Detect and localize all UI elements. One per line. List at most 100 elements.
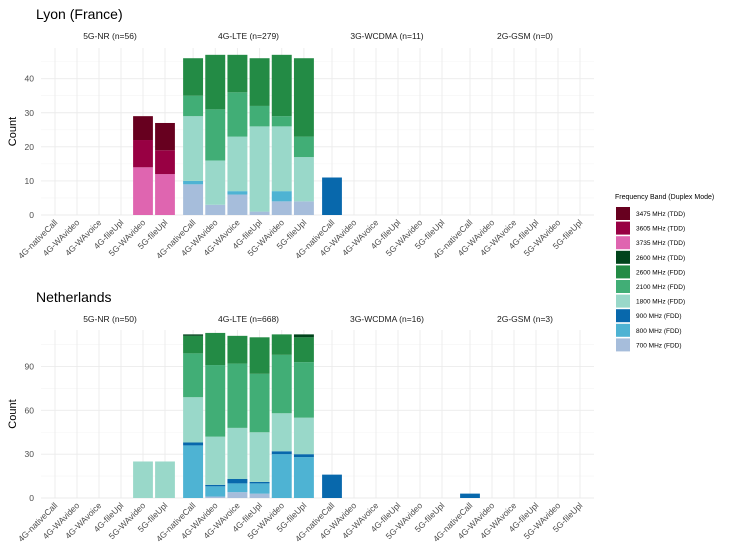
bar-segment	[227, 363, 248, 428]
bar-segment	[293, 136, 314, 158]
bar-segment	[205, 486, 226, 497]
y-tick-label: 90	[25, 362, 35, 372]
facet-title: 5G-NR (n=50)	[83, 314, 137, 324]
bar-segment	[249, 373, 270, 433]
bar-segment	[271, 454, 292, 498]
bar-segment	[183, 58, 204, 96]
legend-swatch	[616, 323, 630, 337]
legend-title: Frequency Band (Duplex Mode)	[615, 194, 714, 201]
bar-segment	[322, 177, 342, 215]
facet-title: 3G-WCDMA (n=16)	[350, 314, 424, 324]
bar-segment	[183, 353, 204, 398]
legend-swatch	[616, 338, 630, 352]
bar-segment	[271, 451, 292, 455]
bar-segment	[293, 201, 314, 215]
bar-segment	[249, 126, 270, 212]
bar-segment	[205, 109, 226, 161]
legend-swatch	[616, 236, 630, 250]
bar-segment	[227, 335, 248, 364]
panel-background	[456, 330, 594, 498]
bar-segment	[249, 481, 270, 484]
legend-label: 2600 MHz (TDD)	[636, 255, 685, 262]
y-tick-label: 30	[25, 108, 35, 118]
chart-title: Lyon (France)	[36, 6, 123, 22]
bar-segment	[322, 474, 342, 498]
legend-swatch	[616, 207, 630, 220]
legend-swatch	[616, 250, 630, 264]
bar-segment	[271, 116, 292, 127]
bar-segment	[249, 483, 270, 494]
legend-swatch	[616, 294, 630, 308]
bar-segment	[155, 150, 175, 175]
bar-segment	[183, 334, 204, 336]
facet-title: 2G-GSM (n=3)	[497, 314, 553, 324]
y-tick-label: 60	[25, 405, 35, 415]
facet-title: 3G-WCDMA (n=11)	[350, 31, 423, 41]
bar-segment	[271, 191, 292, 202]
legend-swatch	[616, 221, 630, 235]
bar-segment	[205, 204, 226, 215]
panel-background	[318, 330, 456, 498]
bar-segment	[133, 461, 153, 498]
bar-segment	[205, 332, 226, 366]
bar-segment	[205, 54, 226, 110]
bar-segment	[249, 432, 270, 482]
facet-title: 4G-LTE (n=668)	[218, 314, 279, 324]
y-tick-label: 0	[29, 210, 34, 220]
bar-segment	[183, 397, 204, 443]
bar-segment	[183, 95, 204, 117]
y-tick-label: 30	[25, 449, 35, 459]
bar-segment	[227, 427, 248, 480]
bar-segment	[227, 136, 248, 192]
y-tick-label: 0	[29, 493, 34, 503]
bar-segment	[155, 174, 175, 215]
bar-segment	[293, 454, 314, 458]
bar-segment	[271, 354, 292, 414]
bar-segment	[133, 140, 153, 168]
bar-segment	[293, 337, 314, 363]
facet-1: 4G-LTE (n=279)4G-nativeCall4G-WAvideo4G-…	[154, 31, 318, 261]
chart-title: Netherlands	[36, 289, 112, 305]
bar-segment	[293, 457, 314, 498]
panel-background	[456, 48, 594, 215]
bar-segment	[227, 194, 248, 215]
legend-label: 800 MHz (FDD)	[636, 328, 682, 335]
bar-segment	[183, 184, 204, 215]
bar-segment	[183, 335, 204, 354]
bar-segment	[271, 201, 292, 215]
bar-segment	[249, 58, 270, 106]
bar-segment	[227, 54, 248, 93]
bar-segment	[460, 493, 480, 498]
bar-segment	[293, 58, 314, 137]
facet-title: 2G-GSM (n=0)	[497, 31, 553, 41]
y-axis-label: Count	[7, 117, 19, 146]
legend-swatch	[616, 309, 630, 323]
bar-segment	[271, 54, 292, 117]
legend-label: 700 MHz (FDD)	[636, 342, 682, 349]
bar-segment	[205, 160, 226, 205]
legend-label: 900 MHz (FDD)	[636, 313, 682, 320]
bar-segment	[227, 92, 248, 137]
bar-segment	[205, 484, 226, 487]
legend-label: 1800 MHz (FDD)	[636, 299, 685, 306]
legend-swatch	[616, 280, 630, 293]
bar-segment	[183, 442, 204, 446]
bar-segment	[205, 436, 226, 485]
bar-segment	[133, 167, 153, 215]
bar-segment	[249, 211, 270, 215]
legend-label: 3475 MHz (TDD)	[636, 211, 685, 218]
bar-segment	[293, 157, 314, 202]
bar-segment	[155, 461, 175, 498]
bar-segment	[227, 479, 248, 484]
y-tick-label: 40	[25, 74, 35, 84]
bar-segment	[271, 126, 292, 192]
bar-segment	[293, 334, 314, 338]
facet-0: 5G-NR (n=56)4G-nativeCall4G-WAvideo4G-WA…	[16, 31, 179, 261]
facet-0: 5G-NR (n=50)4G-nativeCall4G-WAvideo4G-WA…	[16, 314, 179, 544]
bar-segment	[249, 493, 270, 498]
y-tick-label: 10	[25, 176, 35, 186]
bar-segment	[227, 483, 248, 493]
